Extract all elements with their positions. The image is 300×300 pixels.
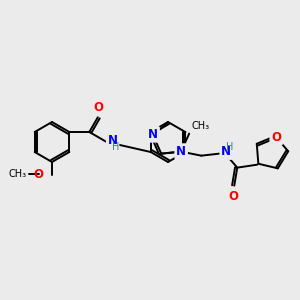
Text: H: H bbox=[226, 142, 234, 152]
Text: CH₃: CH₃ bbox=[191, 121, 209, 130]
Text: O: O bbox=[33, 167, 43, 181]
Text: O: O bbox=[228, 190, 238, 203]
Text: H: H bbox=[112, 142, 119, 152]
Text: N: N bbox=[176, 145, 186, 158]
Text: CH₃: CH₃ bbox=[9, 169, 27, 179]
Text: N: N bbox=[108, 134, 118, 146]
Text: O: O bbox=[271, 130, 281, 144]
Text: N: N bbox=[221, 145, 231, 158]
Text: O: O bbox=[94, 101, 104, 114]
Text: N: N bbox=[148, 128, 158, 141]
